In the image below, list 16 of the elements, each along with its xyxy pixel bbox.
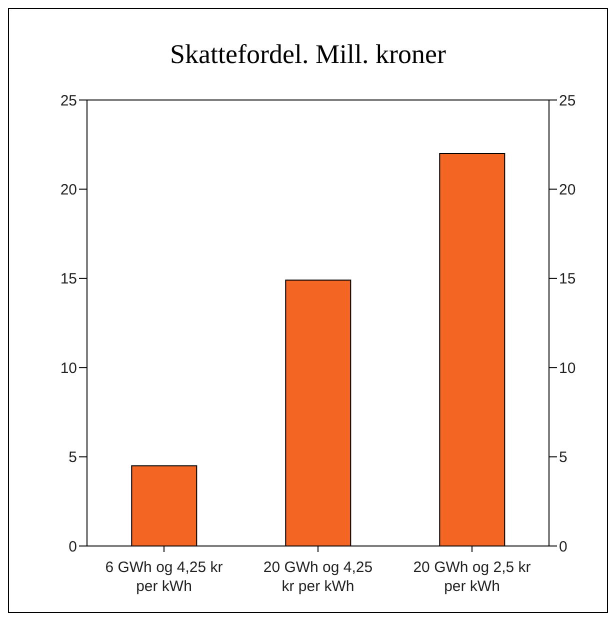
y-tick-label: 5 [68,449,77,466]
y-tick-label: 20 [60,182,77,199]
x-tick-label: 20 GWh og 4,25 kr per kWh [263,559,373,595]
y-tick-label: 0 [68,538,77,556]
y-tick-label: 15 [60,270,77,288]
x-tick-label: 20 GWh og 2,5 kr per kWh [413,559,531,595]
y2-tick-label: 15 [559,270,576,288]
x-tick-label: 6 GWh og 4,25 kr per kWh [105,559,223,595]
y-tick-label: 10 [60,360,77,377]
chart-title: Skattefordel. Mill. kroner [169,38,447,71]
y-tick-label: 25 [60,92,77,110]
y2-tick-label: 10 [559,360,576,377]
y2-tick-label: 20 [559,182,576,199]
y2-tick-label: 0 [559,538,568,556]
y2-tick-label: 5 [559,449,568,466]
y2-tick-label: 25 [559,92,576,110]
